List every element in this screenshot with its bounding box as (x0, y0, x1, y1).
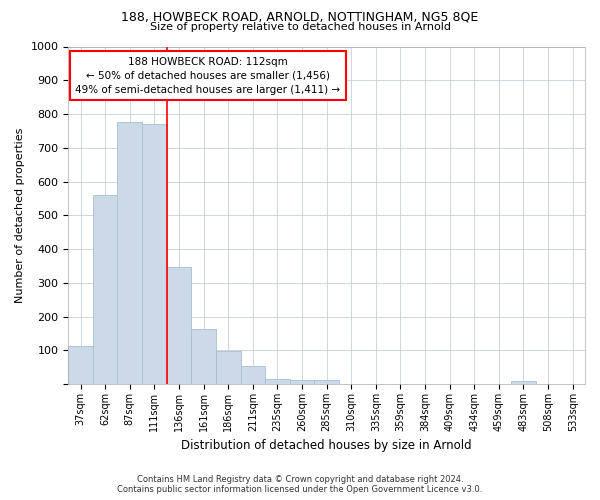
Bar (290, 380, 314, 384)
Text: 188 HOWBECK ROAD: 112sqm
← 50% of detached houses are smaller (1,456)
49% of sem: 188 HOWBECK ROAD: 112sqm ← 50% of detach… (75, 56, 340, 94)
Y-axis label: Number of detached properties: Number of detached properties (15, 128, 25, 303)
Bar (265, 380, 290, 384)
Text: Size of property relative to detached houses in Arnold: Size of property relative to detached ho… (149, 22, 451, 32)
Bar (191, 329, 216, 384)
Bar (68, 346, 93, 384)
Text: Contains HM Land Registry data © Crown copyright and database right 2024.
Contai: Contains HM Land Registry data © Crown c… (118, 474, 482, 494)
Bar (167, 267, 191, 384)
Text: 188, HOWBECK ROAD, ARNOLD, NOTTINGHAM, NG5 8QE: 188, HOWBECK ROAD, ARNOLD, NOTTINGHAM, N… (121, 11, 479, 24)
Bar (314, 380, 339, 384)
Bar (142, 124, 167, 384)
Bar (241, 366, 265, 384)
Bar (216, 352, 241, 384)
X-axis label: Distribution of detached houses by size in Arnold: Distribution of detached houses by size … (181, 440, 472, 452)
Bar (511, 382, 536, 384)
Bar (118, 122, 142, 384)
Bar (93, 195, 118, 384)
